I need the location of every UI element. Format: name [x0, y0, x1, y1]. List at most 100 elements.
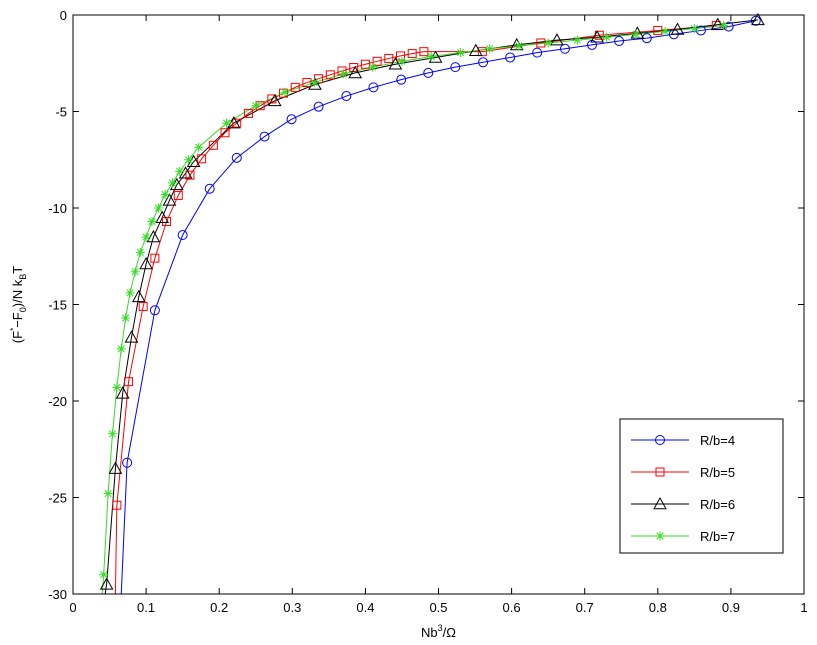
data-point	[103, 489, 113, 499]
x-tick-label: 0.3	[283, 600, 301, 615]
data-point	[267, 94, 277, 104]
data-point	[220, 128, 230, 138]
data-point	[162, 217, 172, 227]
x-tick-label: 0.4	[356, 600, 374, 615]
data-point	[572, 35, 582, 45]
x-tick-label: 0	[69, 600, 76, 615]
data-point	[341, 91, 352, 102]
data-point	[468, 43, 483, 57]
data-point	[99, 570, 109, 580]
data-point	[509, 37, 524, 51]
data-point	[155, 210, 170, 223]
data-point	[423, 67, 434, 78]
data-point	[478, 57, 489, 68]
data-point	[146, 229, 161, 243]
series-markers	[99, 12, 765, 590]
data-point	[313, 101, 324, 112]
data-point	[514, 41, 524, 51]
x-tick-label: 1	[800, 600, 807, 615]
legend-marker	[655, 531, 665, 541]
data-point	[670, 22, 685, 35]
y-tick-label: -20	[48, 394, 67, 409]
data-point	[397, 56, 407, 66]
data-point	[338, 69, 348, 79]
y-tick-label: -30	[48, 587, 67, 602]
data-point	[384, 53, 394, 63]
data-point	[267, 93, 282, 107]
data-point	[175, 166, 185, 176]
data-point	[325, 70, 335, 80]
data-point	[194, 142, 204, 152]
y-tick-label: -15	[48, 298, 67, 313]
data-point	[112, 500, 122, 510]
data-point	[243, 108, 253, 118]
data-point	[186, 154, 201, 167]
data-point	[231, 152, 242, 163]
data-point	[279, 88, 289, 98]
legend: R/b=4 R/b=5 R/b=6 R/b=7	[619, 418, 784, 554]
data-point	[226, 116, 241, 129]
data-point	[154, 203, 164, 213]
data-point	[419, 47, 429, 57]
legend-label: R/b=5	[700, 465, 735, 480]
data-point	[131, 289, 146, 303]
data-point	[505, 52, 516, 63]
data-point	[121, 313, 131, 323]
data-point	[396, 74, 407, 85]
data-point	[150, 253, 160, 263]
series-line-4	[101, 25, 724, 595]
data-point	[147, 217, 157, 227]
data-point	[130, 267, 140, 277]
data-point	[185, 170, 195, 180]
data-point	[590, 30, 604, 43]
legend-marker	[655, 467, 665, 477]
data-point	[543, 38, 553, 48]
data-point	[719, 21, 729, 31]
x-tick-label: 0.9	[722, 600, 740, 615]
data-point	[125, 288, 135, 298]
data-point	[602, 32, 612, 42]
data-point	[455, 48, 465, 58]
legend-box	[619, 418, 784, 554]
data-point	[135, 247, 145, 257]
y-tick-label: -25	[48, 491, 67, 506]
y-axis-label: (F*−F0)/N kBT	[9, 266, 28, 343]
data-point	[178, 166, 193, 179]
data-point	[115, 386, 130, 399]
y-tick-label: 0	[60, 8, 67, 23]
y-tick-label: -10	[48, 201, 67, 216]
data-point	[173, 190, 183, 200]
data-point	[259, 131, 270, 142]
plot-frame	[72, 14, 805, 595]
data-point	[308, 77, 322, 90]
data-point	[122, 457, 133, 468]
data-point	[750, 15, 761, 26]
series-line-3	[104, 19, 759, 595]
data-point	[348, 65, 363, 79]
data-point	[183, 155, 193, 165]
data-point	[138, 301, 148, 311]
data-point	[450, 62, 461, 73]
x-tick-label: 0.1	[137, 600, 155, 615]
legend-label: R/b=6	[700, 497, 735, 512]
data-point	[162, 193, 177, 206]
data-point	[204, 183, 215, 194]
data-point	[232, 118, 242, 128]
data-point	[372, 56, 382, 66]
data-point	[388, 57, 403, 70]
data-point	[368, 62, 378, 72]
data-point	[124, 377, 134, 387]
x-axis-ticks: 0 0.1 0.2 0.3 0.4 0.5 0.6 0.7 0.8 0.9 1	[69, 15, 808, 615]
data-point	[222, 118, 232, 128]
legend-marker	[653, 496, 667, 510]
data-point	[550, 33, 564, 46]
data-point	[167, 178, 177, 188]
data-point	[124, 330, 139, 343]
data-point	[290, 82, 300, 92]
data-point	[349, 62, 359, 72]
data-point	[286, 114, 297, 125]
legend-label: R/b=7	[700, 529, 735, 544]
data-point	[689, 24, 699, 34]
data-point	[116, 344, 126, 354]
